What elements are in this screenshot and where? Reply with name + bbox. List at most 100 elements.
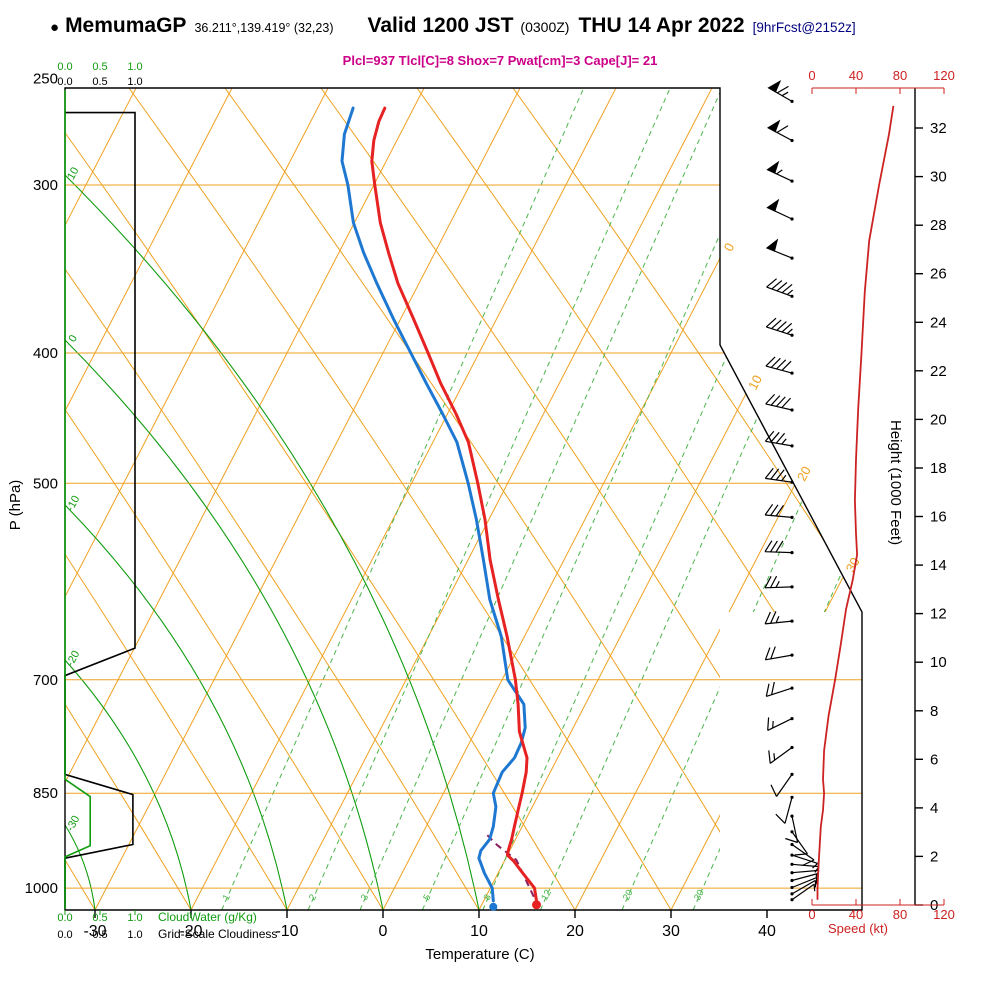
mixing-ratio-labels: 1 2 3 5 8 12 20 30 <box>221 888 707 903</box>
moist-adiabat-labels: 10 0 -10 -20 -30 <box>64 165 82 833</box>
pressure-axis-labels: 250 300 400 500 700 850 1000 P (hPa) <box>7 71 58 898</box>
speed-tick-bottom: 120 <box>933 907 955 922</box>
moist-adiabat-label: -10 <box>64 494 82 514</box>
pressure-tick-label: 1000 <box>25 880 58 897</box>
speed-tick-top: 40 <box>849 68 863 83</box>
pressure-gridlines <box>65 184 862 889</box>
height-tick-label: 4 <box>930 800 938 817</box>
temp-tick-label: 30 <box>662 923 680 940</box>
mixing-ratio-label: 5 <box>421 893 433 903</box>
height-tick-label: 6 <box>930 751 938 768</box>
pressure-tick-label: 700 <box>33 672 58 689</box>
height-axis-title: Height (1000 Feet) <box>887 420 904 545</box>
temp-tick-label: -10 <box>275 923 298 940</box>
cloudiness-axis-title: Grid-Scale Cloudiness <box>158 927 277 941</box>
speed-tick-top: 0 <box>808 68 815 83</box>
speed-tick-top: 120 <box>933 68 955 83</box>
height-tick-label: 30 <box>930 169 947 186</box>
pressure-tick-label: 250 <box>33 71 58 88</box>
speed-axis-title: Speed (kt) <box>828 921 888 936</box>
cloud-scale-axes: 0.0 0.0 0.0 0.0 0.5 0.5 0.5 0.5 1.0 1.0 1.0 1.0 Clou… <box>57 61 277 941</box>
temp-tick-label: 20 <box>566 923 584 940</box>
pressure-axis-title: P (hPa) <box>7 480 24 531</box>
cloudwater-scale-top: 1.0 <box>127 61 142 73</box>
temp-tick-label: -30 <box>83 923 106 940</box>
height-tick-label: 22 <box>930 363 947 380</box>
pressure-tick-label: 500 <box>33 475 58 492</box>
title-bar: ● MemumaGP 36.211°,139.419° (32,23) Vali… <box>50 14 856 38</box>
temperature-curve <box>370 106 541 910</box>
cloudiness-scale-bottom: 1.0 <box>127 929 142 941</box>
temp-tick-label: 40 <box>758 923 776 940</box>
mixing-ratio-label: 8 <box>482 893 494 903</box>
speed-tick-bottom: 0 <box>808 907 815 922</box>
height-tick-label: 10 <box>930 654 947 671</box>
isotherm-edge-label: 30 <box>843 555 863 575</box>
height-tick-label: 32 <box>930 120 947 137</box>
speed-tick-top: 80 <box>893 68 907 83</box>
moist-adiabat-label: 10 <box>65 165 81 181</box>
dewpoint-curve <box>340 106 527 911</box>
cloudiness-scale-top: 0.0 <box>57 76 72 88</box>
pressure-tick-label: 300 <box>33 177 58 194</box>
moist-adiabat-label: -30 <box>64 814 82 834</box>
pressure-tick-label: 850 <box>33 785 58 802</box>
mixing-ratio-label: 30 <box>692 888 707 903</box>
valid-date: THU 14 Apr 2022 <box>578 14 745 37</box>
height-tick-label: 14 <box>930 557 947 574</box>
height-tick-label: 8 <box>930 703 938 720</box>
forecast-hour: [9hrFcst@2152z] <box>752 20 856 35</box>
station-name: MemumaGP <box>65 14 187 37</box>
mixing-ratio-label: 2 <box>307 893 319 903</box>
cloudwater-scale-bottom: 0.5 <box>92 912 107 924</box>
mixing-ratio-label: 1 <box>221 893 233 903</box>
mixing-ratio-lines <box>221 88 862 910</box>
temp-tick-label: -20 <box>179 923 202 940</box>
height-tick-label: 28 <box>930 217 947 234</box>
stability-indices: Plcl=937 Tlcl[C]=8 Shox=7 Pwat[cm]=3 Cap… <box>342 53 658 68</box>
height-tick-label: 20 <box>930 411 947 428</box>
plot-frame <box>64 87 863 911</box>
speed-axis: 0 0 40 40 80 80 120 120 Speed (kt) <box>808 68 954 936</box>
isotherm-edge-label: 10 <box>745 372 765 392</box>
valid-time-z: (0300Z) <box>520 19 570 35</box>
height-tick-label: 26 <box>930 266 947 283</box>
cloudwater-scale-bottom: 1.0 <box>127 912 142 924</box>
temp-tick-label: 0 <box>379 923 388 940</box>
cloudiness-scale-top: 1.0 <box>127 76 142 88</box>
temperature-surface-dot <box>532 900 541 910</box>
dry-adiabats <box>65 88 862 910</box>
pressure-tick-label: 400 <box>33 345 58 362</box>
cloudwater-scale-top: 0.5 <box>92 61 107 73</box>
speed-tick-bottom: 80 <box>893 907 907 922</box>
speed-curve <box>816 105 895 900</box>
cloudwater-profile <box>64 90 91 909</box>
isotherm-edge-label: 20 <box>794 464 814 484</box>
mixing-ratio-label: 12 <box>539 888 554 903</box>
station-coordinates: 36.211°,139.419° (32,23) <box>194 21 334 35</box>
isotherm-edge-label: 0 <box>721 240 738 253</box>
temp-axis-title: Temperature (C) <box>425 946 534 963</box>
speed-tick-bottom: 40 <box>849 907 863 922</box>
cloudwater-axis-title: CloudWater (g/Kg) <box>158 910 257 924</box>
height-tick-label: 16 <box>930 509 947 526</box>
moist-adiabat-label: 0 <box>67 333 80 344</box>
dewpoint-surface-dot <box>489 902 498 911</box>
mixing-ratio-label: 20 <box>621 888 636 903</box>
wind-barbs <box>764 79 820 902</box>
station-marker-icon: ● <box>50 19 60 36</box>
mixing-ratio-label: 3 <box>359 893 371 903</box>
height-tick-label: 12 <box>930 606 947 623</box>
cloudwater-scale-bottom: 0.0 <box>57 912 72 924</box>
cloudwater-scale-top: 0.0 <box>57 61 72 73</box>
cloudiness-scale-bottom: 0.5 <box>92 929 107 941</box>
height-tick-label: 18 <box>930 460 947 477</box>
cloudiness-scale-top: 0.5 <box>92 76 107 88</box>
isotherm-edge-labels: 0 10 20 30 <box>721 240 863 574</box>
height-tick-label: 2 <box>930 848 938 865</box>
cloudiness-scale-bottom: 0.0 <box>57 929 72 941</box>
valid-time: Valid 1200 JST <box>367 14 514 37</box>
